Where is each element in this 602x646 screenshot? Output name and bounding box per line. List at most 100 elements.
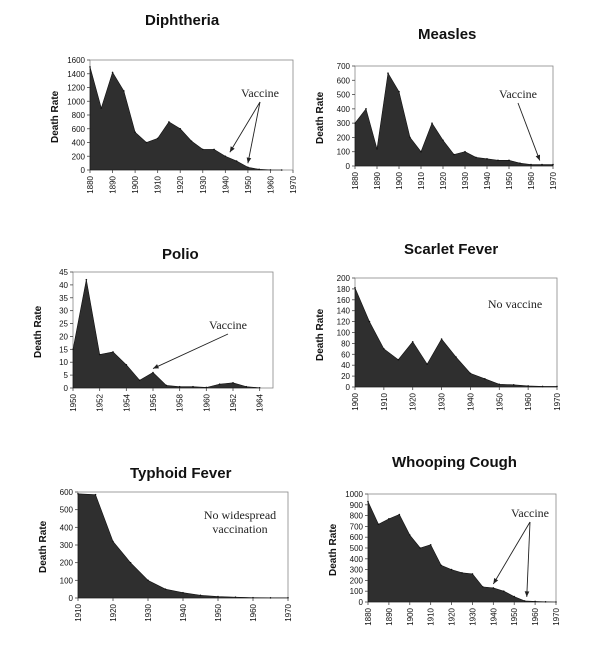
arrowhead-icon: [246, 157, 252, 164]
data-point: [408, 534, 411, 536]
data-point: [182, 591, 184, 594]
data-point: [94, 493, 97, 496]
arrowhead-icon: [493, 578, 499, 584]
data-point: [365, 108, 367, 110]
x-tick-label: 1910: [427, 607, 436, 625]
typhoid-fever-area-series: [77, 493, 289, 599]
diphtheria-chart: 0 200 400 600 800 1000 1200 1400 1600 1880 1890 190…: [67, 56, 298, 194]
y-tick-label: 0: [69, 594, 74, 603]
x-tick-label: 1960: [527, 171, 536, 189]
x-tick-label: 1960: [524, 392, 533, 410]
y-tick-label: 0: [81, 166, 86, 175]
data-point: [164, 588, 167, 590]
y-tick-label: 0: [359, 598, 364, 607]
y-tick-label: 300: [337, 119, 351, 128]
y-tick-label: 100: [350, 587, 364, 596]
y-tick-label: 30: [59, 307, 68, 316]
data-point: [492, 587, 495, 589]
y-tick-label: 15: [59, 345, 68, 354]
data-point: [168, 121, 170, 123]
data-point: [484, 378, 486, 380]
y-tick-label: 100: [337, 148, 351, 157]
data-point: [129, 561, 132, 564]
x-tick-label: 1920: [109, 603, 118, 621]
x-tick-label: 1910: [154, 175, 163, 193]
typhoid-fever-chart-title: Typhoid Fever: [130, 465, 232, 482]
data-point: [232, 382, 234, 384]
y-tick-label: 100: [337, 329, 351, 338]
y-tick-label: 1200: [67, 84, 85, 93]
y-tick-label: 0: [346, 383, 351, 392]
data-point: [461, 572, 463, 574]
data-point: [247, 166, 249, 169]
arrowhead-icon: [153, 364, 159, 369]
data-point: [377, 523, 380, 526]
polio-area-series: [72, 279, 260, 389]
x-tick-label: 1970: [284, 603, 293, 621]
data-point: [442, 139, 444, 142]
whooping-cough-chart-title: Whooping Cough: [392, 454, 517, 471]
y-tick-label: 25: [59, 320, 68, 329]
y-tick-label: 800: [350, 512, 364, 521]
data-point: [420, 150, 422, 153]
annotation-arrow: [152, 333, 229, 369]
x-tick-label: 1950: [505, 171, 514, 189]
y-tick-label: 20: [59, 332, 68, 341]
data-point: [508, 159, 510, 162]
annotation-arrow: [229, 101, 261, 153]
data-point: [190, 140, 193, 142]
y-tick-label: 600: [350, 533, 364, 542]
y-tick-label: 120: [337, 318, 351, 327]
data-point: [145, 141, 148, 144]
arrowhead-icon: [229, 146, 235, 153]
y-tick-label: 1600: [67, 56, 85, 65]
y-tick-label: 35: [59, 294, 68, 303]
x-tick-label: 1970: [549, 171, 558, 189]
data-point: [217, 595, 219, 598]
data-point: [530, 163, 532, 166]
data-point: [192, 385, 194, 388]
x-tick-label: 1900: [395, 171, 404, 189]
x-tick-label: 1930: [438, 392, 447, 410]
annotation-line: vaccination: [212, 522, 268, 536]
x-tick-label: 1950: [69, 393, 78, 411]
y-tick-label: 600: [337, 76, 351, 85]
data-point: [245, 385, 248, 388]
annotation-arrow: [526, 521, 531, 597]
data-point: [199, 594, 202, 597]
y-tick-label: 160: [337, 296, 351, 305]
data-point: [471, 573, 474, 575]
data-point: [85, 278, 88, 281]
measles-chart: 0 100 200 300 400 500 600 700 1880 1890 1900 1910 19…: [337, 62, 558, 190]
typhoid-fever-chart: 0 100 200 300 400 500 600 1910 1920 1930 1940 1950 1…: [60, 488, 293, 622]
data-point: [218, 383, 221, 385]
y-tick-label: 100: [60, 576, 74, 585]
x-tick-label: 1900: [131, 175, 140, 193]
data-point: [134, 131, 136, 133]
data-point: [429, 543, 432, 546]
data-point: [502, 590, 505, 592]
y-tick-label: 700: [337, 62, 351, 71]
diphtheria-annotation: Vaccine: [241, 86, 279, 100]
data-point: [123, 90, 125, 92]
x-tick-label: 1890: [385, 607, 394, 625]
data-point: [552, 163, 554, 166]
data-point: [224, 155, 227, 158]
x-tick-label: 1950: [510, 607, 519, 625]
data-point: [388, 518, 390, 520]
annotation-arrow: [517, 102, 541, 161]
x-tick-label: 1954: [122, 393, 131, 411]
data-point: [234, 596, 237, 598]
y-tick-label: 300: [350, 566, 364, 575]
x-tick-label: 1910: [380, 392, 389, 410]
y-tick-label: 300: [60, 541, 74, 550]
data-point: [125, 364, 128, 366]
x-tick-label: 1930: [461, 171, 470, 189]
y-tick-label: 1400: [67, 70, 85, 79]
plot-frame: [72, 271, 274, 389]
y-tick-label: 400: [72, 139, 86, 148]
data-point: [77, 492, 79, 495]
x-tick-label: 1930: [144, 603, 153, 621]
data-point: [519, 162, 521, 164]
data-point: [523, 600, 526, 602]
